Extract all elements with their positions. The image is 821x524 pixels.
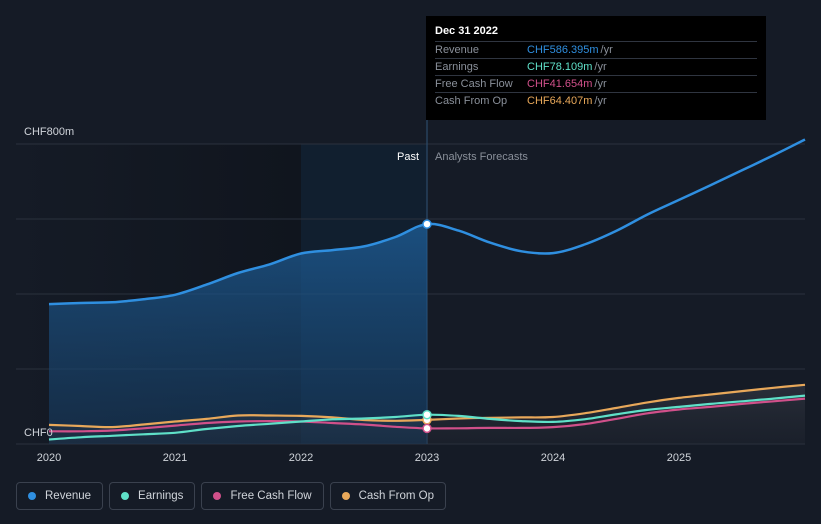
legend-item-fcf[interactable]: Free Cash Flow [201,482,324,510]
legend-label: Revenue [45,490,92,502]
legend-label: Earnings [138,490,184,502]
series-areas [49,224,805,444]
x-tick-label-2021: 2021 [163,452,187,464]
low-series-area [49,384,805,444]
tooltip-label: Cash From Op [435,95,508,107]
x-tick-label-2025: 2025 [667,452,691,464]
hover-tooltip: Dec 31 2022 Revenue CHF586.395m/yr Earni… [426,16,766,120]
tooltip-row-cfo: Cash From Op CHF64.407m/yr [435,92,757,109]
tooltip-row-earnings: Earnings CHF78.109m/yr [435,58,757,75]
x-tick-label-2023: 2023 [415,452,439,464]
tooltip-value: CHF41.654m/yr [527,78,607,90]
legend-label: Cash From Op [358,490,435,502]
x-tick-label-2022: 2022 [289,452,313,464]
legend-item-earnings[interactable]: Earnings [109,482,196,510]
tooltip-label: Revenue [435,44,480,56]
tooltip-date: Dec 31 2022 [435,25,498,37]
y-axis-bottom-label: CHF0 [24,427,53,439]
chart-legend: Revenue Earnings Free Cash Flow Cash Fro… [16,482,447,512]
legend-dot-icon [28,492,36,500]
tooltip-value: CHF586.395m/yr [527,44,613,56]
x-tick-label-2024: 2024 [541,452,565,464]
legend-dot-icon [341,492,350,500]
tooltip-row-revenue: Revenue CHF586.395m/yr [435,41,757,58]
x-tick-label-2020: 2020 [37,452,61,464]
tooltip-label: Free Cash Flow [435,78,513,90]
tooltip-value: CHF64.407m/yr [527,95,607,107]
past-label: Past [397,151,419,163]
forecast-label: Analysts Forecasts [435,151,528,163]
revenue-marker [422,219,432,229]
legend-dot-icon [121,492,130,500]
hover-markers [422,219,432,434]
tooltip-row-fcf: Free Cash Flow CHF41.654m/yr [435,75,757,92]
earnings-marker [422,409,432,420]
legend-item-revenue[interactable]: Revenue [16,482,104,510]
fcf-marker [422,423,432,434]
y-axis-top-label: CHF800m [24,126,74,138]
tooltip-value: CHF78.109m/yr [527,61,607,73]
legend-label: Free Cash Flow [230,490,312,502]
revenue-area [49,224,427,444]
legend-dot-icon [213,492,222,500]
axis-labels: CHF800m CHF0 Past Analysts Forecasts 2020 202… [24,126,691,464]
tooltip-label: Earnings [435,61,479,73]
legend-item-cfo[interactable]: Cash From Op [329,482,447,510]
